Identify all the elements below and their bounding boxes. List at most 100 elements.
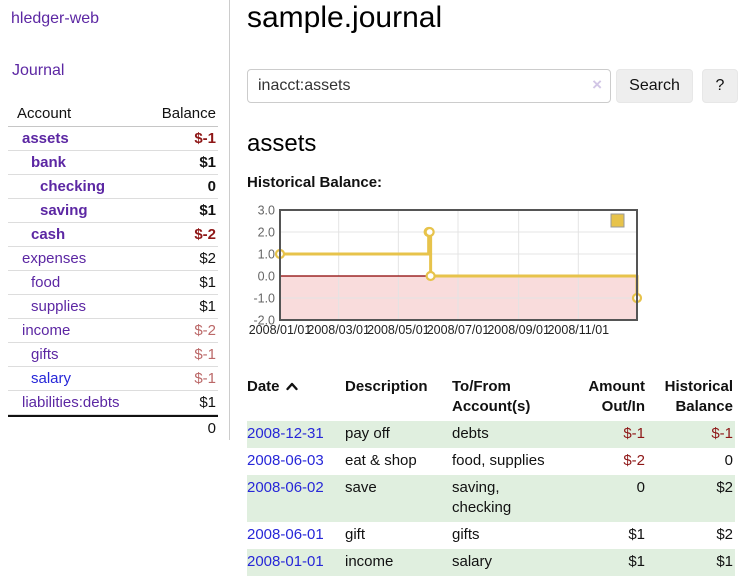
help-button[interactable]: ?: [702, 69, 738, 103]
account-link-food[interactable]: food: [31, 274, 61, 291]
account-link-liabilities-debts[interactable]: liabilities:debts: [22, 394, 120, 411]
svg-text:-2.0: -2.0: [253, 314, 275, 328]
svg-text:2008/07/01: 2008/07/01: [427, 323, 490, 337]
transaction-description: pay off: [345, 425, 390, 442]
account-row: bank $1: [8, 151, 218, 175]
account-row: income $-2: [8, 319, 218, 343]
account-balance: 0: [207, 178, 216, 195]
transaction-accounts: debts: [452, 425, 489, 442]
transaction-balance: $-1: [711, 425, 733, 442]
chart-x-axis-labels: 2008/01/012008/03/012008/05/012008/07/01…: [249, 323, 609, 337]
date-column-header[interactable]: Date: [247, 374, 345, 421]
account-table-header: Account Balance: [8, 102, 218, 127]
transaction-description: gift: [345, 526, 366, 543]
transaction-amount: $-1: [623, 425, 645, 442]
chart-y-axis-labels: 3.0 2.0 1.0 0.0 -1.0 -2.0: [253, 204, 275, 328]
account-row: supplies $1: [8, 295, 218, 319]
account-balance: $1: [199, 298, 216, 315]
account-row: saving $1: [8, 199, 218, 223]
transaction-amount: $1: [628, 553, 645, 570]
accounts-column-header: To/From Account(s): [452, 378, 531, 415]
legend-swatch: [610, 213, 625, 228]
svg-text:2.0: 2.0: [258, 226, 275, 240]
account-balance: $-1: [194, 346, 216, 363]
account-link-bank[interactable]: bank: [31, 154, 67, 171]
transaction-date-link[interactable]: 2008-01-01: [247, 553, 324, 570]
transaction-date-link[interactable]: 2008-06-02: [247, 479, 324, 496]
accounts-total-value: 0: [207, 420, 216, 437]
transaction-balance: $2: [716, 479, 733, 496]
register-table: Date Description To/From Account(s) Amou…: [247, 374, 735, 576]
amount-column-header: Amount Out/In: [588, 378, 645, 415]
register-row: 2008-06-03 eat & shop food, supplies $-2…: [247, 448, 735, 475]
account-link-checking[interactable]: checking: [40, 178, 106, 195]
transaction-balance: $1: [716, 553, 733, 570]
balance-column-header: Balance: [161, 105, 216, 122]
account-link-assets[interactable]: assets: [22, 130, 69, 147]
account-link-cash[interactable]: cash: [31, 226, 66, 243]
svg-text:0.0: 0.0: [258, 270, 275, 284]
transaction-description: eat & shop: [345, 452, 417, 469]
account-heading: assets: [247, 130, 317, 157]
account-link-gifts[interactable]: gifts: [31, 346, 59, 363]
register-row: 2008-06-02 save saving, checking 0 $2: [247, 475, 735, 522]
transaction-balance: $2: [716, 526, 733, 543]
sort-ascending-icon: [285, 382, 298, 391]
transaction-date-link[interactable]: 2008-06-03: [247, 452, 324, 469]
account-row: salary $-1: [8, 367, 218, 391]
transaction-amount: $1: [628, 526, 645, 543]
account-link-salary[interactable]: salary: [31, 370, 72, 387]
svg-text:1.0: 1.0: [258, 248, 275, 262]
transaction-amount: $-2: [623, 452, 645, 469]
sidebar: hledger-web Journal Account Balance asse…: [0, 0, 230, 440]
account-balance: $-1: [194, 130, 216, 147]
svg-text:2008/05/01: 2008/05/01: [367, 323, 430, 337]
chart-border: [279, 209, 638, 321]
transaction-amount: 0: [636, 479, 645, 496]
page-title: sample.journal: [247, 1, 443, 34]
search-button[interactable]: Search: [616, 69, 693, 103]
account-column-header: Account: [17, 105, 72, 122]
account-row: liabilities:debts $1: [8, 391, 218, 415]
clear-search-icon[interactable]: ×: [592, 75, 602, 94]
account-row: assets $-1: [8, 127, 218, 151]
chart-legend: [610, 213, 625, 228]
transaction-accounts: gifts: [452, 526, 480, 543]
transaction-date-link[interactable]: 2008-12-31: [247, 425, 324, 442]
account-link-income[interactable]: income: [22, 322, 71, 339]
register-header-row: Date Description To/From Account(s) Amou…: [247, 374, 735, 421]
search-bar: × Search ?: [247, 69, 742, 103]
transaction-date-link[interactable]: 2008-06-01: [247, 526, 324, 543]
transaction-accounts: food, supplies: [452, 452, 545, 469]
account-balance: $1: [199, 202, 216, 219]
account-balance: $1: [199, 154, 216, 171]
transaction-description: save: [345, 479, 377, 496]
description-column-header: Description: [345, 378, 428, 395]
account-link-supplies[interactable]: supplies: [31, 298, 87, 315]
historical-balance-label: Historical Balance:: [247, 174, 383, 191]
register-row: 2008-06-01 gift gifts $1 $2: [247, 522, 735, 549]
account-link-saving[interactable]: saving: [40, 202, 88, 219]
account-link-expenses[interactable]: expenses: [22, 250, 87, 267]
account-balance: $-1: [194, 370, 216, 387]
register-row: 2008-01-01 income salary $1 $1: [247, 549, 735, 576]
svg-text:2008/03/01: 2008/03/01: [307, 323, 370, 337]
account-balance: $2: [199, 250, 216, 267]
accounts-total-row: 0: [8, 415, 218, 440]
search-input[interactable]: [247, 69, 611, 103]
main-content: sample.journal × Search ? assets Histori…: [247, 0, 742, 576]
svg-text:-1.0: -1.0: [253, 292, 275, 306]
transaction-accounts: saving, checking: [452, 479, 512, 516]
svg-text:2008/01/01: 2008/01/01: [249, 323, 312, 337]
transaction-description: income: [345, 553, 394, 570]
balance-column-header: Historical Balance: [664, 378, 733, 415]
sidebar-item-journal[interactable]: Journal: [12, 62, 65, 79]
transaction-accounts: salary: [452, 553, 493, 570]
svg-text:2008/11/01: 2008/11/01: [547, 323, 609, 337]
historical-balance-chart[interactable]: 3.0 2.0 1.0 0.0 -1.0 -2.0 2008/01/01 2008/03/0…: [247, 203, 742, 350]
svg-text:2008/09/01: 2008/09/01: [487, 323, 550, 337]
brand-link[interactable]: hledger-web: [11, 10, 100, 27]
account-row: gifts $-1: [8, 343, 218, 367]
account-row: expenses $2: [8, 247, 218, 271]
register-row: 2008-12-31 pay off debts $-1 $-1: [247, 421, 735, 448]
